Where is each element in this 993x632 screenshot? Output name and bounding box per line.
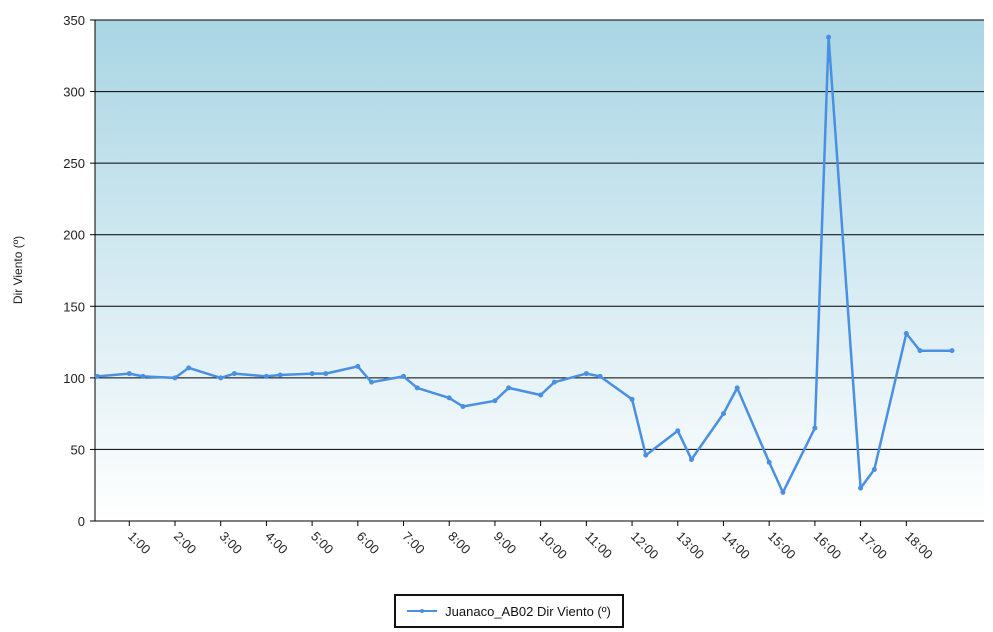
- legend-label: Juanaco_AB02 Dir Viento (º): [445, 603, 611, 619]
- x-tick-label: 5:00: [308, 529, 337, 558]
- data-point: [186, 365, 192, 371]
- data-point: [858, 485, 864, 491]
- data-point: [583, 371, 589, 377]
- x-tick-label: 10:00: [537, 529, 571, 563]
- x-tick-label: 3:00: [217, 529, 246, 558]
- data-point: [277, 372, 283, 378]
- x-tick-label: 8:00: [445, 529, 474, 558]
- data-point: [766, 459, 772, 465]
- data-point: [538, 392, 544, 398]
- y-tick-label: 200: [63, 228, 85, 243]
- grid-lines: [90, 19, 984, 522]
- data-point: [643, 452, 649, 458]
- data-point: [734, 385, 740, 391]
- data-point: [720, 411, 726, 417]
- x-tick-label: 9:00: [491, 529, 520, 558]
- data-point: [263, 373, 269, 379]
- data-point: [629, 396, 635, 402]
- data-point: [871, 466, 877, 472]
- data-point: [780, 489, 786, 495]
- x-tick-label: 7:00: [399, 529, 428, 558]
- axes: [94, 20, 984, 526]
- x-tick-label: 18:00: [902, 529, 936, 563]
- y-tick-label: 300: [63, 85, 85, 100]
- data-point: [597, 373, 603, 379]
- data-point: [401, 373, 407, 379]
- x-tick-label: 17:00: [856, 529, 890, 563]
- data-point: [140, 373, 146, 379]
- data-point: [917, 348, 923, 354]
- line-chart: 0 50 100 150 200 250 300 350 1:00 2:00 3:00 4:00 5:…: [11, 13, 984, 563]
- data-point: [551, 379, 557, 385]
- x-tick-label: 13:00: [674, 529, 708, 563]
- series-line: [97, 35, 952, 494]
- data-point: [812, 425, 818, 431]
- x-tick-label: 14:00: [719, 529, 753, 563]
- data-point: [355, 363, 361, 369]
- plot-area: [95, 20, 984, 521]
- data-point: [506, 385, 512, 391]
- x-tick-label: 4:00: [262, 529, 291, 558]
- data-point: [231, 371, 237, 377]
- data-point: [309, 371, 315, 377]
- data-point: [826, 34, 832, 40]
- y-tick-label: 250: [63, 156, 85, 171]
- data-point: [126, 371, 132, 377]
- x-tick-label: 15:00: [765, 529, 799, 563]
- legend: Juanaco_AB02 Dir Viento (º): [394, 594, 624, 628]
- x-tick-label: 16:00: [811, 529, 845, 563]
- data-point: [903, 330, 909, 336]
- y-axis-tick-labels: 0 50 100 150 200 250 300 350: [63, 13, 85, 529]
- x-tick-label: 2:00: [171, 529, 200, 558]
- series-layer: [94, 34, 955, 495]
- legend-line-swatch-icon: [407, 605, 438, 617]
- y-tick-label: 0: [78, 514, 85, 529]
- y-tick-label: 150: [63, 299, 85, 314]
- x-tick-label: 11:00: [582, 529, 615, 562]
- data-point: [94, 373, 100, 379]
- y-axis-title: Dir Viento (º): [11, 236, 25, 304]
- data-point: [949, 348, 955, 354]
- data-point: [688, 456, 694, 462]
- x-tick-label: 12:00: [628, 529, 662, 563]
- data-point: [460, 403, 466, 409]
- y-tick-label: 350: [63, 13, 85, 28]
- data-point: [446, 395, 452, 401]
- data-point: [675, 428, 681, 434]
- y-tick-label: 50: [71, 442, 85, 457]
- x-axis-tick-labels: 1:00 2:00 3:00 4:00 5:00 6:00 7:00 8:00 9:00 10:0…: [125, 529, 936, 563]
- data-point: [323, 371, 329, 377]
- data-point: [492, 398, 498, 404]
- data-point: [218, 375, 224, 381]
- x-tick-label: 6:00: [354, 529, 383, 558]
- x-tick-label: 1:00: [125, 529, 154, 558]
- data-point: [414, 385, 420, 391]
- data-point: [172, 375, 178, 381]
- y-tick-label: 100: [63, 371, 85, 386]
- data-point: [369, 379, 375, 385]
